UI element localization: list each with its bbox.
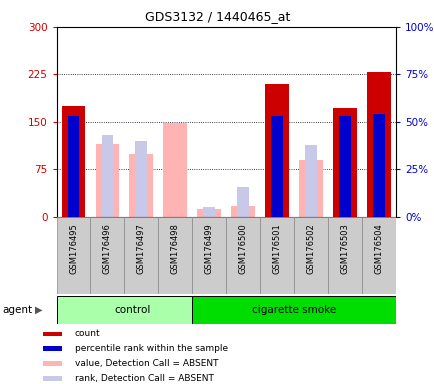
Text: ▶: ▶ [35, 305, 43, 315]
Text: value, Detection Call = ABSENT: value, Detection Call = ABSENT [75, 359, 218, 368]
Text: GSM176500: GSM176500 [238, 223, 247, 274]
Bar [124, 217, 158, 294]
Bar [163, 123, 187, 217]
Bar [197, 209, 220, 217]
Text: GSM176495: GSM176495 [69, 223, 78, 274]
Text: GSM176502: GSM176502 [306, 223, 315, 274]
Bar [90, 217, 124, 294]
Bar [265, 84, 288, 217]
Bar [43, 346, 61, 351]
Bar [158, 217, 192, 294]
Bar [327, 217, 361, 294]
Bar [361, 217, 395, 294]
Bar [95, 144, 119, 217]
Text: percentile rank within the sample: percentile rank within the sample [75, 344, 227, 353]
Text: count: count [75, 329, 100, 338]
Bar [293, 217, 327, 294]
Bar [43, 361, 61, 366]
Text: GSM176504: GSM176504 [374, 223, 382, 274]
Text: GSM176501: GSM176501 [272, 223, 281, 274]
Bar [56, 296, 192, 324]
Text: agent: agent [2, 305, 32, 315]
Bar [101, 135, 113, 217]
Text: GDS3132 / 1440465_at: GDS3132 / 1440465_at [145, 10, 289, 23]
Bar [129, 154, 153, 217]
Bar [67, 116, 79, 217]
Text: GSM176498: GSM176498 [171, 223, 179, 274]
Bar [203, 207, 215, 217]
Bar [270, 116, 283, 217]
Bar [299, 160, 322, 217]
Bar [304, 145, 316, 217]
Bar [338, 116, 350, 217]
Bar [62, 106, 85, 217]
Text: rank, Detection Call = ABSENT: rank, Detection Call = ABSENT [75, 374, 213, 383]
Text: GSM176499: GSM176499 [204, 223, 213, 274]
Bar [192, 296, 395, 324]
Bar [135, 141, 147, 217]
Text: GSM176503: GSM176503 [340, 223, 349, 274]
Text: control: control [115, 305, 151, 315]
Bar [192, 217, 226, 294]
Bar [332, 108, 356, 217]
Bar [372, 114, 384, 217]
Bar [43, 376, 61, 381]
Bar [366, 73, 390, 217]
Bar [43, 331, 61, 336]
Bar [56, 217, 90, 294]
Text: GSM176497: GSM176497 [137, 223, 145, 274]
Text: GSM176496: GSM176496 [103, 223, 112, 274]
Bar [226, 217, 260, 294]
Bar [237, 187, 249, 217]
Text: cigarette smoke: cigarette smoke [251, 305, 335, 315]
Bar [260, 217, 293, 294]
Bar [231, 205, 254, 217]
